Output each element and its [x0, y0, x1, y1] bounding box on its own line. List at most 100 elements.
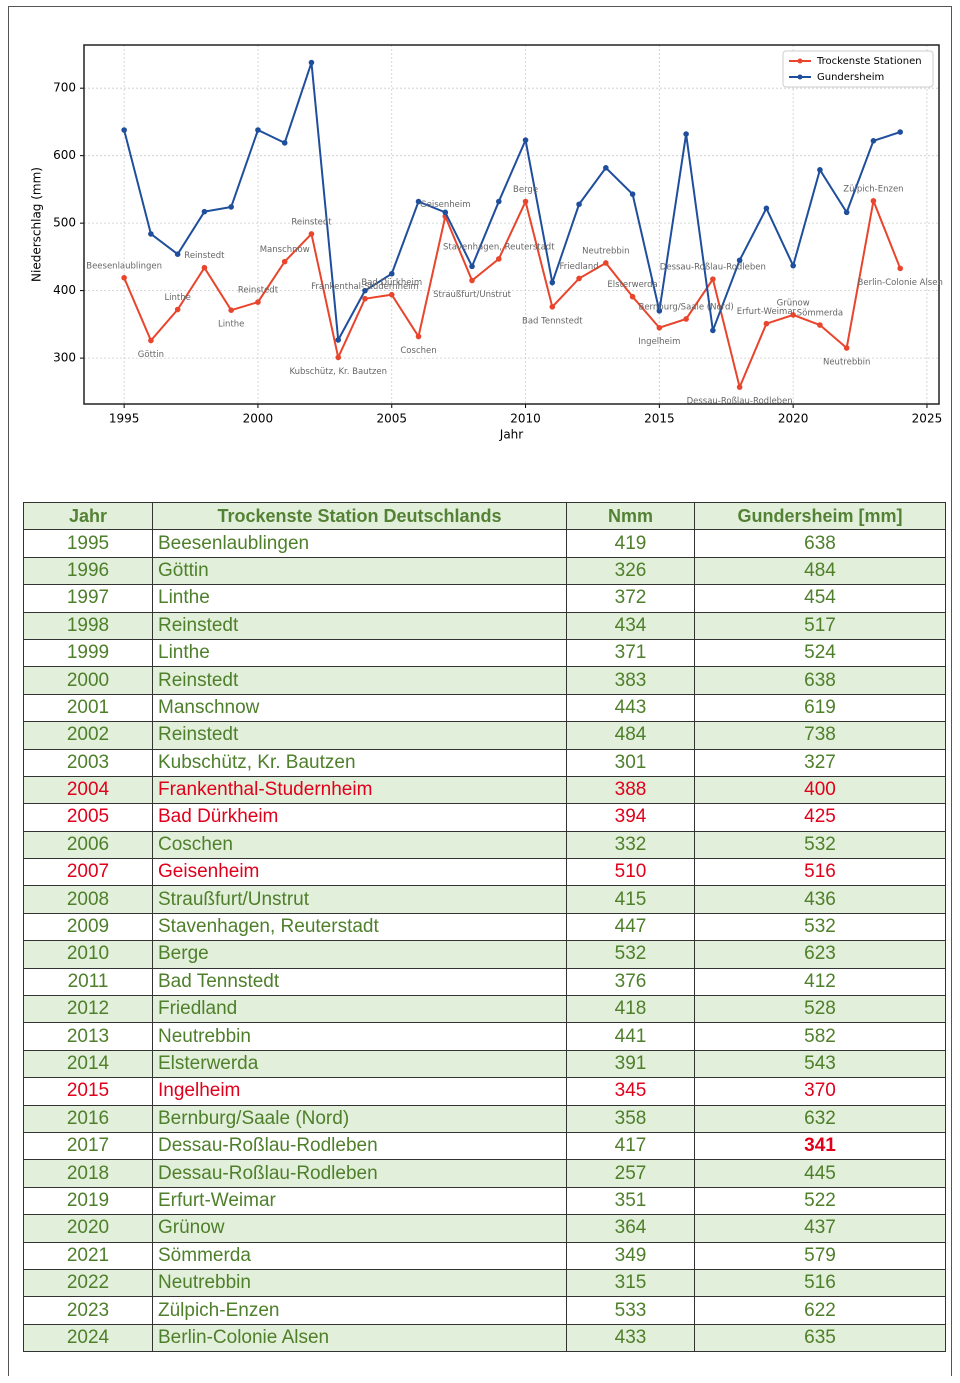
data-point: [469, 277, 475, 284]
table-cell: 327: [694, 748, 946, 777]
table-cell: 2010: [23, 940, 153, 969]
point-annotation: Zülpich-Enzen: [843, 184, 903, 194]
data-point: [549, 304, 556, 310]
data-table: Jahr Trockenste Station Deutschlands Nmm Gu…: [23, 501, 946, 1353]
point-annotation: Reinstedt: [291, 217, 332, 227]
table-row: 1998 Reinstedt 434 517: [23, 611, 946, 640]
data-point: [843, 209, 850, 216]
table-row: 2005 Bad Dürkheim 394 425: [23, 803, 946, 832]
data-point: [763, 320, 770, 327]
table-cell: 2024: [23, 1323, 153, 1353]
table-row: 1997 Linthe 372 454: [23, 584, 946, 613]
table-cell: 345: [566, 1077, 695, 1106]
table-cell: 2006: [23, 830, 153, 860]
point-annotation: Dessau-Roßlau-Rodleben: [687, 397, 793, 407]
x-tick-label: 2000: [243, 412, 274, 426]
data-point: [870, 138, 877, 144]
table-cell: 436: [694, 885, 946, 914]
table-cell: 341: [694, 1131, 946, 1161]
table-cell: 447: [566, 912, 695, 942]
table-cell: 257: [566, 1159, 695, 1188]
table-cell: 400: [694, 775, 946, 805]
data-point: [790, 262, 796, 269]
table-cell: Reinstedt: [152, 611, 567, 640]
point-annotation: Elsterwerda: [607, 280, 657, 290]
table-row: 2008 Straußfurt/Unstrut 415 436: [23, 885, 946, 914]
data-point: [870, 198, 877, 204]
table-cell: Straußfurt/Unstrut: [152, 885, 567, 914]
table-row: 2024 Berlin-Colonie Alsen 433 635: [23, 1323, 946, 1353]
table-cell: 484: [694, 556, 946, 586]
table-cell: Berge: [152, 940, 567, 969]
point-annotation: Berlin-Colonie Alsen: [858, 278, 943, 288]
x-tick-label: 2025: [912, 412, 943, 426]
data-point: [281, 258, 288, 265]
point-annotation: Linthe: [164, 293, 190, 303]
table-cell: 522: [694, 1186, 946, 1216]
table-cell: 2011: [23, 967, 153, 997]
point-annotation: Bad Tennstedt: [522, 316, 583, 326]
data-point: [790, 312, 796, 318]
data-point: [576, 275, 582, 282]
table-cell: 326: [566, 556, 695, 586]
data-point: [817, 167, 823, 173]
table-cell: 2017: [23, 1131, 153, 1161]
table-cell: 638: [694, 666, 946, 695]
table-cell: 622: [694, 1296, 946, 1325]
table-cell: 1996: [23, 556, 153, 586]
table-row: 1999 Linthe 371 524: [23, 638, 946, 668]
table-cell: Bernburg/Saale (Nord): [152, 1104, 567, 1133]
data-point: [174, 306, 181, 313]
data-point: [415, 198, 422, 205]
table-cell: Neutrebbin: [152, 1268, 567, 1298]
table-row: 2014 Elsterwerda 391 543: [23, 1049, 946, 1079]
point-annotation: Dessau-Roßlau-Rodleben: [660, 263, 766, 273]
table-cell: 358: [566, 1104, 695, 1133]
data-point: [148, 231, 154, 237]
table-cell: 516: [694, 858, 946, 887]
table-cell: 632: [694, 1104, 946, 1133]
table-cell: 1998: [23, 611, 153, 640]
table-cell: 370: [694, 1077, 946, 1106]
table-cell: 2002: [23, 721, 153, 750]
data-point: [201, 264, 208, 271]
data-point: [736, 257, 743, 264]
table-cell: Linthe: [152, 584, 567, 613]
point-annotation: Neutrebbin: [582, 246, 629, 256]
data-point: [335, 354, 342, 361]
table-cell: 2012: [23, 995, 153, 1024]
data-point: [362, 295, 368, 302]
table-cell: 417: [566, 1131, 695, 1161]
data-point: [201, 208, 208, 215]
table-cell: 349: [566, 1241, 695, 1270]
point-annotation: Berge: [513, 185, 538, 195]
table-cell: 2008: [23, 885, 153, 914]
header-row: Jahr Trockenste Station Deutschlands Nmm Gu…: [23, 501, 946, 531]
table-row: 2006 Coschen 332 532: [23, 830, 946, 860]
table-row: 2007 Geisenheim 510 516: [23, 858, 946, 887]
data-point: [495, 198, 502, 205]
table-cell: Bad Tennstedt: [152, 967, 567, 997]
data-point: [308, 231, 315, 237]
table-cell: Frankenthal-Studernheim: [152, 775, 567, 805]
data-point: [576, 201, 582, 208]
table-cell: 528: [694, 995, 946, 1024]
table-cell: 418: [566, 995, 695, 1024]
table-row: 2001 Manschnow 443 619: [23, 693, 946, 723]
legend-marker: [797, 74, 803, 80]
x-tick-label: 1995: [109, 412, 140, 426]
table-cell: 2004: [23, 775, 153, 805]
table-cell: 484: [566, 721, 695, 750]
table-cell: 2000: [23, 666, 153, 695]
table-cell: 623: [694, 940, 946, 969]
table-cell: 364: [566, 1214, 695, 1243]
point-annotation: Ingelheim: [638, 337, 680, 347]
x-axis-label: Jahr: [499, 428, 523, 442]
table-row: 2019 Erfurt-Weimar 351 522: [23, 1186, 946, 1216]
table-cell: Manschnow: [152, 693, 567, 723]
table-cell: Stavenhagen, Reuterstadt: [152, 912, 567, 942]
table-cell: 2001: [23, 693, 153, 723]
table-cell: 2007: [23, 858, 153, 887]
table-cell: Reinstedt: [152, 666, 567, 695]
point-annotation: Manschnow: [260, 245, 310, 255]
